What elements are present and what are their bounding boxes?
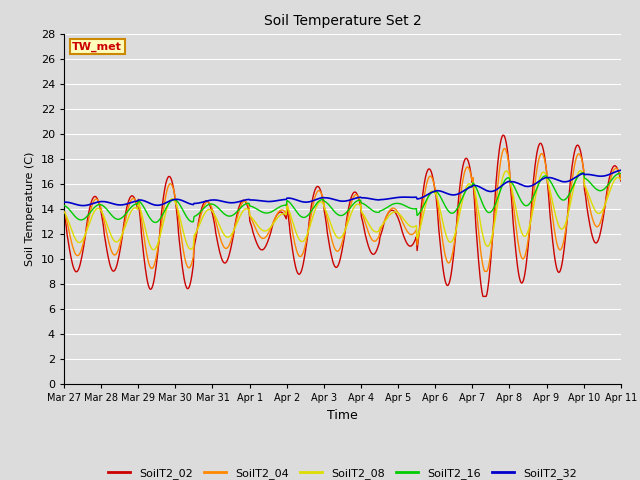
SoilT2_32 <box>79 203 87 208</box>
SoilT2_04 <box>481 268 489 274</box>
SoilT2_02 <box>426 167 434 173</box>
SoilT2_02 <box>617 178 625 184</box>
Line: SoilT2_02: SoilT2_02 <box>64 135 621 296</box>
SoilT2_08 <box>70 233 78 239</box>
SoilT2_02 <box>127 193 135 199</box>
Text: TW_met: TW_met <box>72 41 122 52</box>
SoilT2_04 <box>426 173 434 179</box>
SoilT2_16 <box>127 204 135 210</box>
SoilT2_04 <box>214 225 221 230</box>
SoilT2_32 <box>70 201 78 207</box>
Line: SoilT2_32: SoilT2_32 <box>64 170 621 205</box>
SoilT2_16 <box>411 206 419 212</box>
SoilT2_02 <box>410 240 418 245</box>
SoilT2_02 <box>60 210 68 216</box>
SoilT2_04 <box>70 248 78 254</box>
SoilT2_16 <box>428 190 435 196</box>
SoilT2_16 <box>617 170 625 176</box>
SoilT2_04 <box>500 145 508 151</box>
Line: SoilT2_04: SoilT2_04 <box>64 148 621 271</box>
SoilT2_32 <box>60 199 68 205</box>
SoilT2_02 <box>214 238 221 244</box>
SoilT2_08 <box>411 224 419 229</box>
SoilT2_04 <box>60 206 68 212</box>
Title: Soil Temperature Set 2: Soil Temperature Set 2 <box>264 14 421 28</box>
SoilT2_02 <box>70 266 78 272</box>
SoilT2_08 <box>577 168 584 173</box>
SoilT2_32 <box>185 201 193 206</box>
SoilT2_02 <box>499 132 507 138</box>
Line: SoilT2_08: SoilT2_08 <box>64 170 621 250</box>
SoilT2_08 <box>617 177 625 182</box>
SoilT2_32 <box>411 194 419 200</box>
Y-axis label: Soil Temperature (C): Soil Temperature (C) <box>25 152 35 266</box>
SoilT2_04 <box>127 197 135 203</box>
SoilT2_16 <box>185 217 193 223</box>
SoilT2_02 <box>184 286 192 291</box>
SoilT2_08 <box>60 209 68 215</box>
SoilT2_32 <box>428 190 435 195</box>
SoilT2_16 <box>214 205 222 211</box>
SoilT2_04 <box>617 174 625 180</box>
SoilT2_04 <box>410 230 418 236</box>
SoilT2_02 <box>479 293 487 300</box>
Legend: SoilT2_02, SoilT2_04, SoilT2_08, SoilT2_16, SoilT2_32: SoilT2_02, SoilT2_04, SoilT2_08, SoilT2_… <box>104 464 581 480</box>
SoilT2_04 <box>184 264 192 270</box>
SoilT2_08 <box>127 208 135 214</box>
SoilT2_16 <box>152 219 159 225</box>
SoilT2_08 <box>214 219 222 225</box>
SoilT2_16 <box>60 203 68 208</box>
SoilT2_32 <box>214 197 222 203</box>
SoilT2_16 <box>579 170 587 176</box>
Line: SoilT2_16: SoilT2_16 <box>64 173 621 222</box>
SoilT2_32 <box>128 199 136 205</box>
SoilT2_32 <box>617 168 625 173</box>
SoilT2_16 <box>70 213 78 218</box>
X-axis label: Time: Time <box>327 408 358 421</box>
SoilT2_08 <box>428 189 435 194</box>
SoilT2_08 <box>185 245 193 251</box>
SoilT2_08 <box>150 247 157 252</box>
